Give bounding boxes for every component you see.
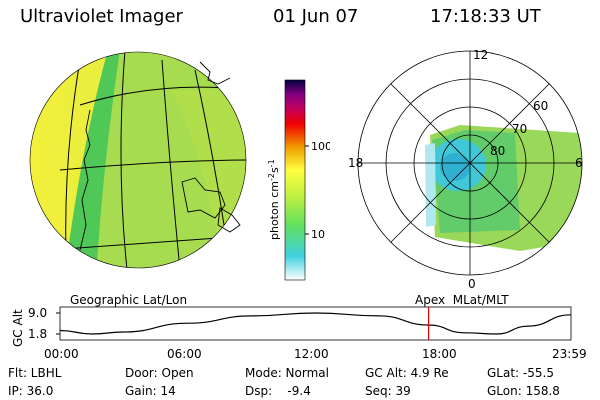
altitude-curve: [59, 312, 571, 335]
mlt-meridians: [358, 51, 582, 275]
altitude-ylabel: GC Alt: [11, 309, 25, 347]
mlt-label-12: 12: [473, 48, 488, 62]
instrument-title: Ultraviolet Imager: [20, 6, 183, 27]
mode-info: Mode: Normal: [245, 366, 329, 380]
mlt-label-6: 6: [575, 156, 583, 170]
terminator-band: [62, 52, 120, 268]
polar-plot: 12 18 6 0 60 70 80: [348, 48, 583, 291]
mlat-label-60: 60: [533, 99, 548, 113]
mlt-label-0: 0: [468, 277, 476, 291]
altitude-plot-frame: [59, 306, 572, 341]
colorbar-label-10: 10: [311, 228, 325, 241]
time-tick-0000: 00:00: [44, 347, 79, 360]
coastlines: [79, 61, 241, 251]
date-label: 01 Jun 07: [273, 6, 359, 27]
geographic-caption: Geographic Lat/Lon: [70, 293, 188, 307]
gc-alt-info: GC Alt: 4.9 Re: [365, 366, 449, 380]
mlat-label-70: 70: [512, 122, 527, 136]
altitude-plot: GC Alt 9.0 1.8 00:00 06:00 12:00 18:00 2…: [11, 306, 587, 360]
gain-info: Gain: 14: [125, 384, 176, 398]
door-info: Door: Open: [125, 366, 194, 380]
glat-info: GLat: -55.5: [487, 366, 554, 380]
time-tick-1200: 12:00: [294, 347, 329, 360]
geographic-image: [29, 51, 247, 269]
colorbar-scale: [284, 79, 306, 281]
time-tick-2359: 23:59: [552, 347, 587, 360]
polar-caption: Apex MLat/MLT: [415, 293, 509, 307]
ip-info: IP: 36.0: [8, 384, 54, 398]
mlt-label-18: 18: [348, 156, 363, 170]
mlat-label-80: 80: [490, 144, 505, 158]
glon-info: GLon: 158.8: [487, 384, 560, 398]
time-tick-1800: 18:00: [422, 347, 457, 360]
colorbar-units: photon cm-2s-1: [267, 159, 281, 240]
altitude-ytick-min: 1.8: [28, 327, 47, 341]
seq-info: Seq: 39: [365, 384, 411, 398]
auroral-emission: [425, 125, 582, 251]
time-tick-0600: 06:00: [167, 347, 202, 360]
time-label: 17:18:33 UT: [430, 6, 541, 27]
filter-info: Flt: LBHL: [8, 366, 62, 380]
bright-patch: [170, 90, 246, 250]
altitude-ytick-max: 9.0: [28, 306, 47, 320]
colorbar: 100 10 photon cm-2s-1: [267, 79, 330, 281]
colorbar-label-100: 100: [311, 140, 330, 153]
dsp-info: Dsp: -9.4: [245, 384, 311, 398]
